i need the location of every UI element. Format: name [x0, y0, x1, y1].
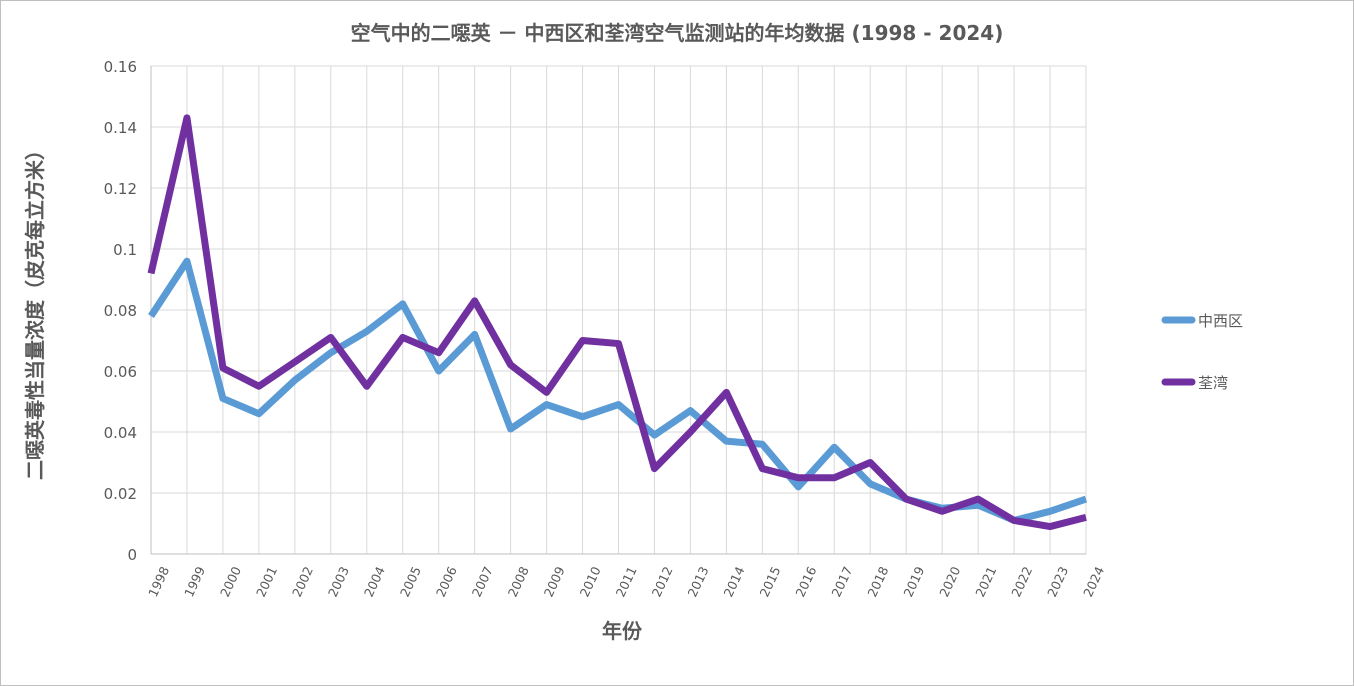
y-tick-label: 0.14: [104, 119, 137, 137]
y-tick-label: 0.04: [104, 424, 137, 442]
x-axis-label: 年份: [602, 619, 643, 643]
x-tick-label: 2005: [397, 564, 424, 599]
y-tick-label: 0.06: [104, 363, 137, 381]
y-tick-label: 0: [127, 546, 137, 564]
series-line-2: [147, 114, 1087, 531]
x-tick-label: 2007: [469, 564, 496, 599]
y-tick-label: 0.16: [104, 58, 137, 76]
legend-label: 荃湾: [1198, 374, 1228, 392]
x-tick-label: 2013: [685, 564, 712, 599]
x-tick-label: 1998: [145, 564, 172, 599]
x-tick-label: 2012: [649, 564, 676, 599]
x-tick-label: 2023: [1044, 564, 1071, 599]
x-tick-label: 2022: [1008, 564, 1035, 599]
x-tick-label: 2008: [505, 564, 532, 599]
chart-title: 空气中的二噁英 － 中西区和荃湾空气监测站的年均数据 (1998 - 2024): [351, 21, 1004, 45]
y-axis-label: 二噁英毒性当量浓度（皮克每立方米）: [23, 140, 47, 480]
x-tick-label: 2011: [613, 564, 640, 599]
x-tick-label: 2015: [756, 564, 783, 599]
x-tick-label: 2002: [289, 564, 316, 599]
x-tick-label: 2010: [577, 564, 604, 599]
x-tick-label: 2017: [828, 564, 855, 599]
x-tick-label: 2020: [936, 564, 963, 599]
x-tick-label: 2014: [721, 564, 748, 599]
x-tick-label: 2009: [541, 564, 568, 599]
y-tick-label: 0.02: [104, 485, 137, 503]
x-tick-label: 2018: [864, 564, 891, 599]
x-tick-label: 2003: [325, 564, 352, 599]
x-tick-label: 2004: [361, 564, 388, 599]
y-tick-label: 0.08: [104, 302, 137, 320]
x-tick-label: 2006: [433, 564, 460, 599]
x-tick-label: 2016: [792, 564, 819, 599]
y-tick-label: 0.12: [104, 180, 137, 198]
x-tick-label: 2000: [217, 564, 244, 599]
y-tick-label: 0.1: [113, 241, 137, 259]
x-tick-label: 2001: [253, 564, 280, 599]
x-tick-label: 1999: [181, 564, 208, 599]
x-tick-label: 2024: [1080, 564, 1107, 599]
legend-label: 中西区: [1198, 312, 1243, 330]
x-tick-label: 2021: [972, 564, 999, 599]
x-tick-label: 2019: [900, 564, 927, 599]
